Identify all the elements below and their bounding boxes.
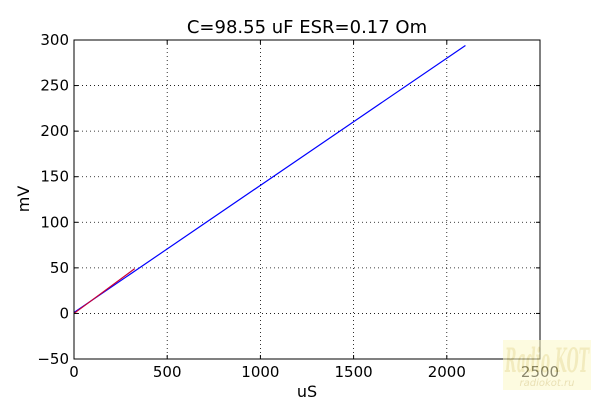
y-tick-label: 250 <box>40 77 69 95</box>
x-tick-label: 0 <box>69 363 79 381</box>
watermark-background <box>503 340 591 390</box>
watermark-url: radiokot.ru <box>520 378 575 389</box>
y-tick-label: 50 <box>50 259 69 277</box>
y-tick-label: 150 <box>40 168 69 186</box>
watermark: Radio KOT radiokot.ru <box>503 340 591 390</box>
series-line-1 <box>73 44 466 314</box>
x-tick-label: 1500 <box>335 363 373 381</box>
ticks <box>73 39 541 360</box>
series-line-2 <box>73 268 135 314</box>
x-axis-label: uS <box>297 382 317 400</box>
y-tick-label: 200 <box>40 122 69 140</box>
plot-frame <box>73 39 541 360</box>
y-tick-label: 300 <box>40 31 69 49</box>
grid <box>74 40 540 359</box>
y-axis-label: mV <box>14 186 33 213</box>
x-tick-label: 1000 <box>241 363 279 381</box>
y-tick-label: 100 <box>40 213 69 231</box>
watermark-logo: Radio KOT <box>505 341 591 381</box>
y-tick-labels: −50 0 50 100 150 200 250 300 <box>37 31 69 368</box>
x-tick-labels: 05001000150020002500 <box>69 363 559 381</box>
x-tick-label: 500 <box>153 363 182 381</box>
y-tick-label: −50 <box>37 350 69 368</box>
x-tick-label: 2000 <box>428 363 466 381</box>
y-tick-label: 0 <box>59 304 69 322</box>
chart-title: C=98.55 uF ESR=0.17 Om <box>187 17 427 38</box>
series-group <box>73 44 466 314</box>
